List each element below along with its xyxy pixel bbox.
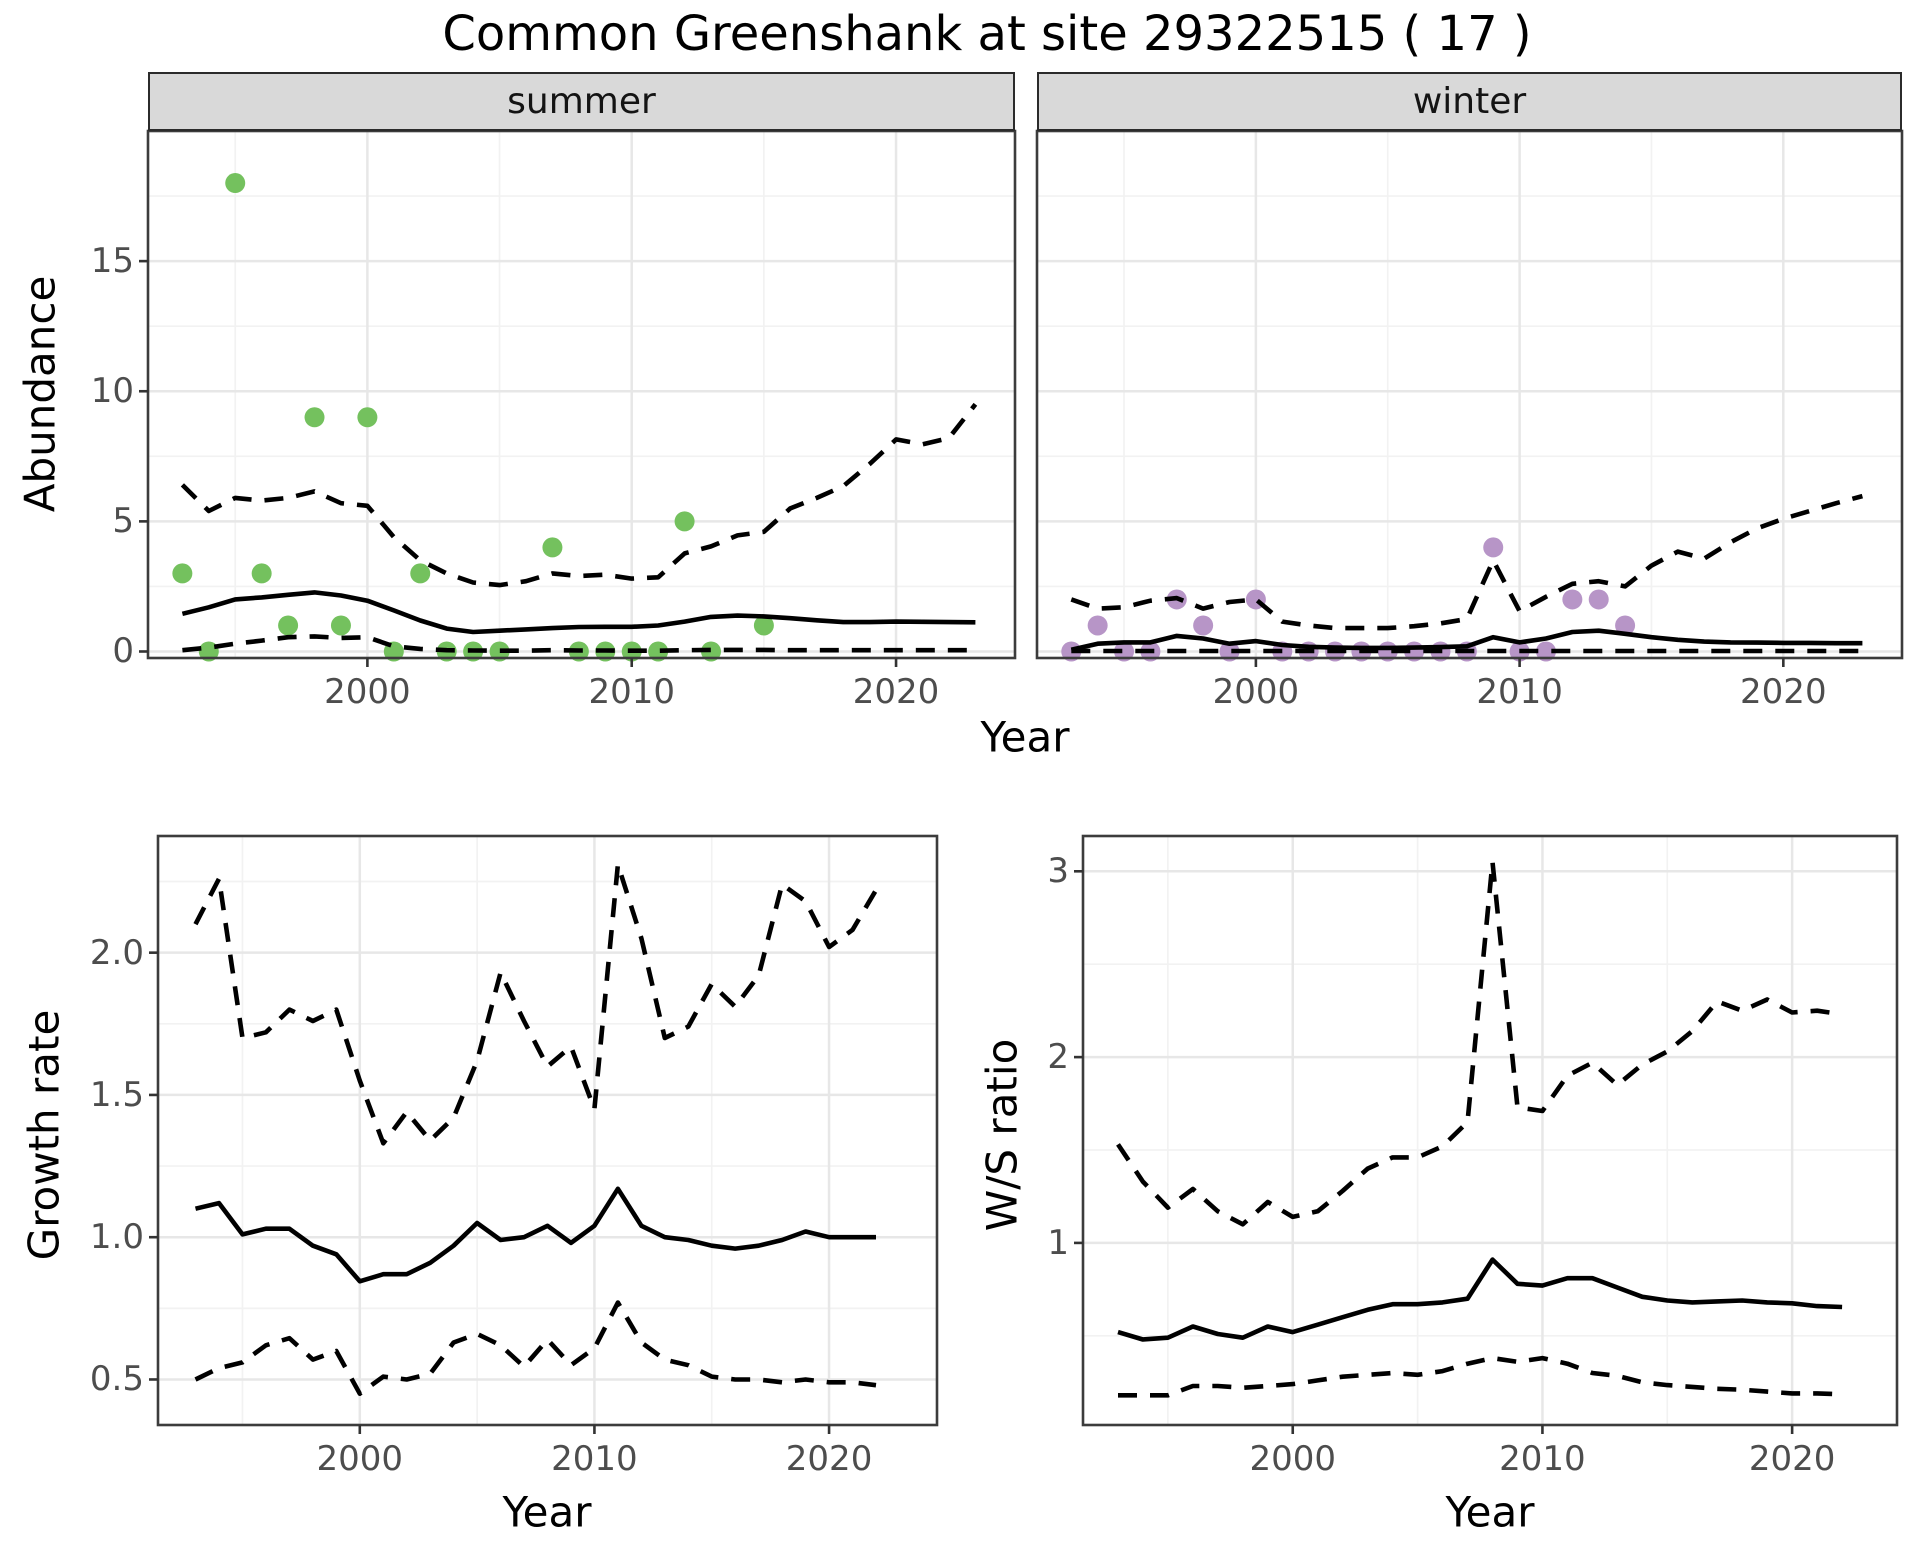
facet-strip-summer: summer	[148, 72, 1015, 131]
y-tick-label: 1	[1047, 1222, 1069, 1263]
facet-strip-winter: winter	[1037, 72, 1902, 131]
data-point	[1219, 641, 1240, 662]
y-tick-label: 1.0	[89, 1217, 144, 1258]
x-tick-label: 2000	[316, 1439, 404, 1479]
data-point	[198, 641, 219, 662]
upper-ci-line	[180, 402, 978, 588]
data-point	[1588, 589, 1609, 610]
data-point	[304, 407, 325, 428]
y-axis-title-ws-ratio: W/S ratio	[977, 1038, 1027, 1232]
data-point	[278, 615, 299, 636]
x-axis-title-year-ws: Year	[1445, 1487, 1535, 1537]
data-point	[1193, 615, 1214, 636]
x-tick-label: 2000	[1212, 672, 1300, 712]
panel-border	[156, 834, 939, 1427]
y-tick-label: 5	[112, 501, 134, 542]
data-point	[172, 563, 193, 584]
x-tick-label: 2020	[1740, 672, 1827, 712]
y-axis-title-growth-rate: Growth rate	[19, 1009, 69, 1261]
data-point	[542, 537, 563, 558]
data-point	[1114, 641, 1135, 662]
facet-strip-winter-label: winter	[1412, 81, 1527, 122]
panel-background	[158, 836, 937, 1425]
data-point	[1535, 641, 1556, 662]
facet-strip-summer-label: summer	[507, 81, 656, 122]
panel-border	[1081, 834, 1899, 1427]
data-point	[489, 641, 510, 662]
x-tick-label: 2020	[1748, 1439, 1836, 1479]
data-point	[701, 641, 722, 662]
data-point	[674, 511, 695, 532]
panel-background	[1037, 131, 1902, 658]
x-tick-label: 2020	[785, 1439, 873, 1479]
x-tick-label: 2010	[1476, 672, 1563, 712]
y-tick-label: 2.0	[89, 932, 144, 973]
fit-line	[1070, 628, 1863, 652]
lower-ci-line	[1118, 1355, 1843, 1398]
data-point	[225, 173, 246, 194]
upper-ci-line	[1070, 493, 1863, 631]
x-tick-label: 2000	[1249, 1439, 1336, 1479]
panel-background	[1083, 836, 1897, 1425]
x-tick-label: 2010	[551, 1439, 638, 1479]
lower-ci-line	[182, 634, 976, 654]
data-point	[357, 407, 378, 428]
fit-line	[181, 590, 976, 635]
upper-ci-line	[193, 862, 878, 1146]
data-point	[648, 641, 669, 662]
y-tick-label: 10	[90, 371, 134, 412]
x-tick-label: 2010	[588, 672, 675, 712]
x-axis-title-year-growth: Year	[502, 1487, 592, 1537]
y-tick-label: 0	[112, 631, 134, 672]
y-tick-label: 2	[1047, 1037, 1069, 1078]
data-point	[753, 615, 774, 636]
y-tick-label: 1.5	[89, 1074, 144, 1115]
data-point	[1615, 615, 1636, 636]
data-point	[251, 563, 272, 584]
data-point	[1087, 615, 1108, 636]
lower-ci-line	[194, 1300, 877, 1396]
data-point	[410, 563, 431, 584]
data-point	[1562, 589, 1583, 610]
data-point	[330, 615, 351, 636]
fit-line	[194, 1186, 876, 1284]
panel-border	[1035, 129, 1904, 660]
y-tick-label: 0.5	[89, 1359, 144, 1400]
x-tick-label: 2020	[852, 672, 940, 712]
x-tick-label: 2000	[324, 672, 411, 712]
data-point	[1483, 537, 1504, 558]
y-tick-label: 15	[90, 241, 134, 282]
plot-title: Common Greenshank at site 29322515 ( 17 …	[442, 6, 1532, 62]
x-tick-label: 2010	[1499, 1439, 1586, 1479]
y-axis-title-abundance: Abundance	[15, 275, 65, 513]
x-axis-title-year-top: Year	[980, 712, 1070, 762]
upper-ci-line	[1116, 859, 1843, 1227]
fit-line	[1117, 1257, 1843, 1342]
panel-background	[148, 131, 1015, 658]
y-tick-label: 3	[1047, 851, 1069, 892]
panel-border	[146, 129, 1017, 660]
